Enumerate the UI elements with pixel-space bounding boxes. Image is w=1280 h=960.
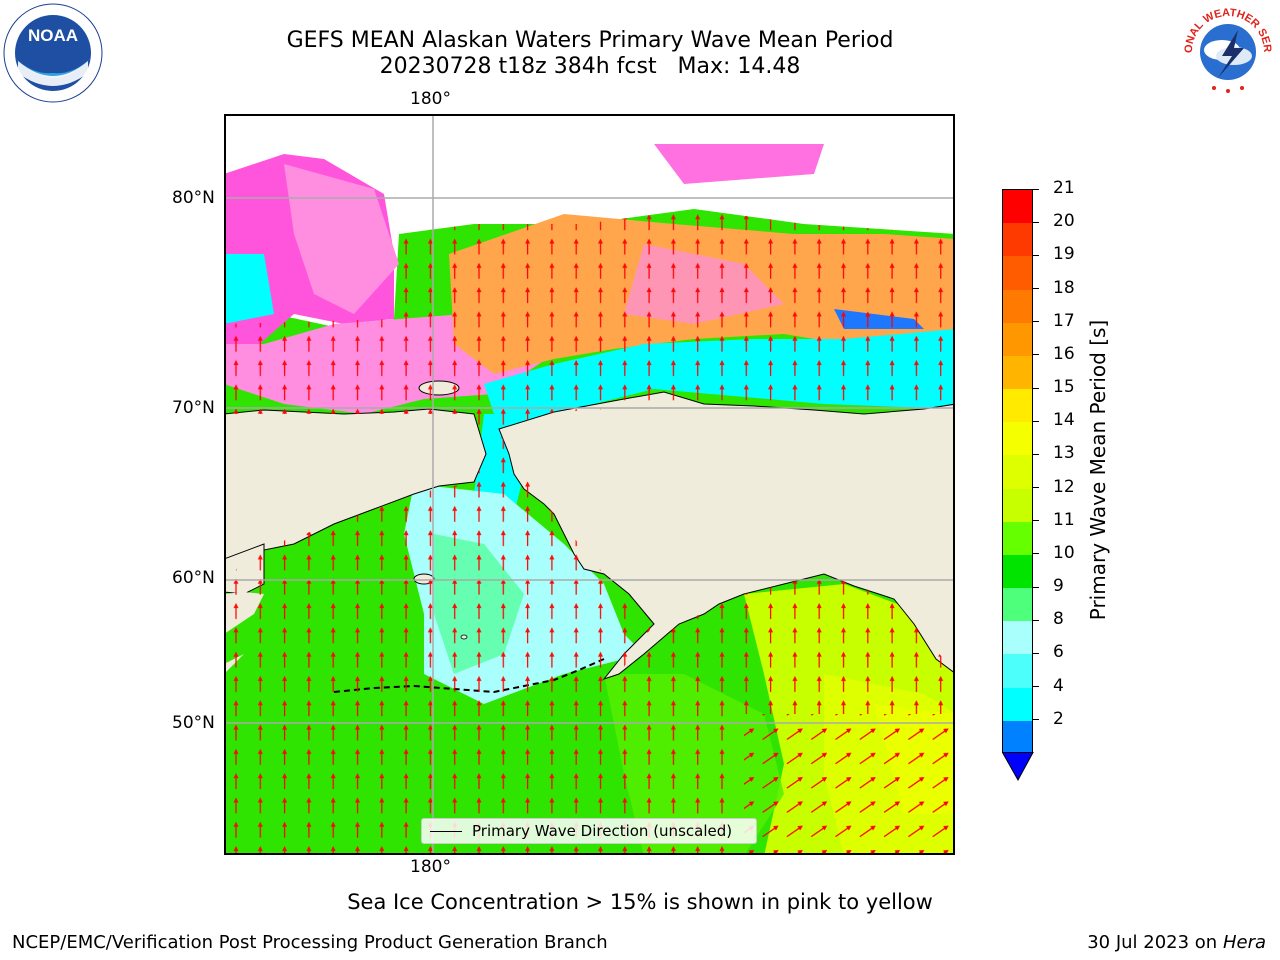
colorbar-tick-mark [1033, 487, 1039, 489]
nws-logo: NATIONAL WEATHER SERVICE [1174, 0, 1278, 100]
lat-label-50: 50°N [172, 713, 215, 733]
colorbar-tick-label: 12 [1053, 476, 1075, 497]
lat-label-60: 60°N [172, 568, 215, 588]
colorbar-band [1003, 488, 1032, 522]
colorbar-band [1003, 355, 1032, 390]
colorbar-tick-label: 15 [1053, 377, 1075, 398]
colorbar-band [1003, 289, 1032, 323]
colorbar-tick-label: 9 [1053, 576, 1064, 597]
colorbar-band [1003, 422, 1032, 456]
colorbar-tick-mark [1033, 254, 1039, 256]
colorbar-tick-mark [1033, 619, 1039, 621]
colorbar-tick-label: 14 [1053, 410, 1075, 431]
colorbar-tick-label: 19 [1053, 244, 1075, 265]
gridlines [225, 115, 954, 854]
colorbar-tick-mark [1033, 387, 1039, 389]
colorbar-band [1003, 687, 1032, 721]
colorbar-tick-label: 6 [1053, 642, 1064, 663]
colorbar-tick-label: 17 [1053, 310, 1075, 331]
colorbar [1002, 189, 1033, 754]
colorbar-band [1003, 256, 1032, 290]
footer-date: 30 Jul 2023 on Hera [1087, 932, 1266, 953]
colorbar-band [1003, 455, 1032, 489]
plot-title: GEFS MEAN Alaskan Waters Primary Wave Me… [286, 28, 894, 53]
colorbar-tick-label: 18 [1053, 277, 1075, 298]
map-field [225, 115, 954, 854]
colorbar-tick-label: 8 [1053, 609, 1064, 630]
colorbar-tick-mark [1033, 188, 1039, 190]
sea-ice-note: Sea Ice Concentration > 15% is shown in … [347, 890, 933, 914]
noaa-logo: NOAA [3, 3, 103, 103]
colorbar-extend-arrow [1002, 752, 1034, 782]
colorbar-tick-label: 4 [1053, 675, 1064, 696]
colorbar-tick-mark [1033, 321, 1039, 323]
colorbar-tick-mark [1033, 354, 1039, 356]
colorbar-tick-mark [1033, 686, 1039, 688]
colorbar-tick-label: 2 [1053, 708, 1064, 729]
colorbar-band [1003, 554, 1032, 589]
colorbar-tick-label: 11 [1053, 509, 1075, 530]
footer-credit: NCEP/EMC/Verification Post Processing Pr… [12, 932, 608, 953]
footer-date-text: 30 Jul 2023 on [1087, 932, 1223, 953]
colorbar-band [1003, 389, 1032, 423]
colorbar-tick-mark [1033, 453, 1039, 455]
map-frame [224, 114, 955, 855]
lon-label-bottom: 180° [410, 857, 451, 877]
wave-direction-arrows-east [744, 714, 954, 854]
colorbar-tick-label: 13 [1053, 443, 1075, 464]
colorbar-tick-label: 16 [1053, 343, 1075, 364]
colorbar-tick-label: 10 [1053, 542, 1075, 563]
colorbar-band [1003, 322, 1032, 356]
colorbar-tick-label: 21 [1053, 178, 1075, 198]
wave-direction-arrows [225, 115, 954, 854]
map-legend: Primary Wave Direction (unscaled) [421, 818, 757, 844]
colorbar-band [1003, 223, 1032, 257]
colorbar-band [1003, 521, 1032, 555]
colorbar-label: Primary Wave Mean Period [s] [1086, 319, 1110, 621]
colorbar-tick-mark [1033, 420, 1039, 422]
lat-label-70: 70°N [172, 398, 215, 418]
colorbar-tick-mark [1033, 586, 1039, 588]
colorbar-tick-mark [1033, 553, 1039, 555]
colorbar-band [1003, 190, 1032, 224]
colorbar-tick-mark [1033, 221, 1039, 223]
legend-line-symbol [430, 831, 462, 832]
colorbar-tick-mark [1033, 719, 1039, 721]
colorbar-tick-label: 20 [1053, 211, 1075, 232]
footer-machine: Hera [1222, 932, 1266, 953]
lat-label-80: 80°N [172, 188, 215, 208]
lon-label-top: 180° [410, 89, 451, 109]
colorbar-band [1003, 588, 1032, 622]
colorbar-band [1003, 621, 1032, 655]
map-plot [224, 114, 955, 855]
colorbar-tick-mark [1033, 652, 1039, 654]
plot-subtitle: 20230728 t18z 384h fcst Max: 14.48 [379, 54, 801, 79]
colorbar-tick-mark [1033, 520, 1039, 522]
colorbar-band [1003, 654, 1032, 688]
colorbar-tick-mark [1033, 288, 1039, 290]
legend-text: Primary Wave Direction (unscaled) [472, 822, 733, 840]
noaa-logo-text: NOAA [28, 26, 78, 45]
colorbar-band [1003, 720, 1032, 754]
